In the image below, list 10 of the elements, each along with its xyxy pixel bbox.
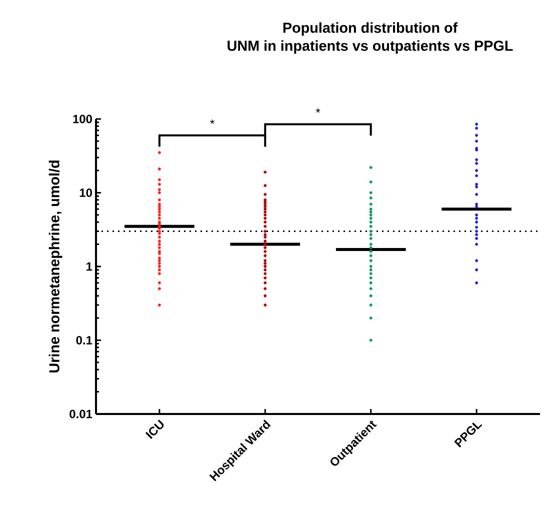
text: *	[316, 108, 320, 113]
y-tick-label: 0.1	[76, 336, 92, 344]
y-tick-label: 1	[86, 262, 92, 271]
x-tick-label: ICU	[145, 420, 164, 439]
y-tick-label: 0.01	[70, 410, 92, 418]
annotation: *	[210, 120, 214, 124]
y-axis-title: Urine normetanephrine, umol/d	[48, 160, 62, 372]
chart-title: Population distribution of UNM in inpatients vs outpatients vs PPGL	[228, 22, 513, 54]
y-tick-label: 100	[73, 114, 92, 124]
y-tick-label: 10	[80, 188, 92, 197]
